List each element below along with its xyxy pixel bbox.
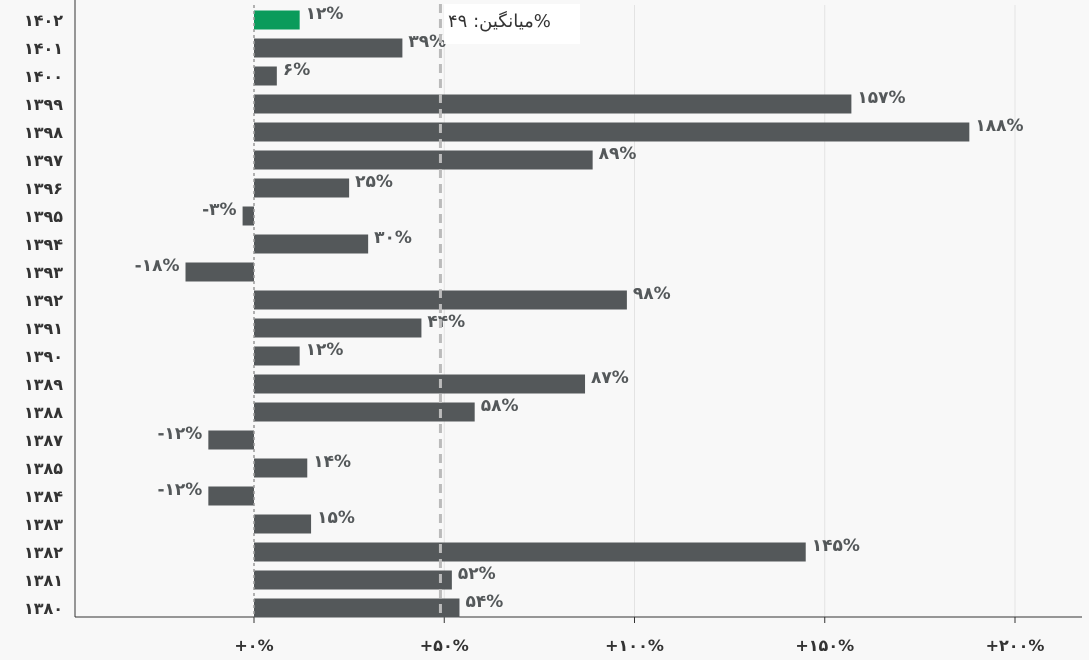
bar-19 (254, 542, 806, 562)
bar-6 (254, 178, 350, 198)
data-label: ۵۴% (465, 592, 503, 612)
data-label: ۲۵% (355, 172, 393, 192)
category-label: ۱۳۹۸ (24, 123, 63, 142)
data-label: ۵۲% (458, 564, 496, 584)
category-label: ۱۳۹۱ (24, 319, 63, 338)
data-label: ۱۵۷% (857, 88, 905, 108)
x-tick-label: +۱۵۰% (795, 636, 854, 655)
bar-2 (254, 66, 277, 86)
bar-16 (254, 458, 308, 478)
bar-8 (254, 234, 369, 254)
data-label: ۱۲% (306, 4, 344, 24)
data-label: ۹۸% (633, 284, 671, 304)
bar-3 (254, 94, 852, 114)
category-label: ۱۳۹۳ (24, 263, 63, 282)
data-label: -۱۲% (157, 424, 202, 444)
data-label: -۳% (202, 200, 236, 220)
data-label: ۶% (283, 60, 310, 80)
bar-21 (254, 598, 460, 618)
category-label: ۱۳۹۰ (24, 347, 63, 366)
data-label: ۱۲% (306, 340, 344, 360)
bar-4 (254, 122, 970, 142)
category-label: ۱۳۸۱ (24, 571, 63, 590)
bar-17 (208, 486, 254, 506)
category-label: ۱۳۹۷ (24, 151, 63, 170)
category-label: ۱۳۹۴ (24, 235, 63, 254)
x-tick-label: +۵۰% (420, 636, 469, 655)
bar-0 (254, 10, 300, 30)
category-label: ۱۳۸۸ (24, 403, 63, 422)
category-label: ۱۳۹۲ (24, 291, 63, 310)
category-label: ۱۳۹۵ (24, 207, 63, 226)
bar-1 (254, 38, 403, 58)
data-label: -۱۲% (157, 480, 202, 500)
average-label: میانگین: ۴۹% (448, 10, 551, 32)
bar-20 (254, 570, 452, 590)
bar-5 (254, 150, 593, 170)
x-tick-label: +۱۰۰% (605, 636, 664, 655)
category-label: ۱۳۸۹ (24, 375, 63, 394)
bar-7 (242, 206, 254, 226)
category-label: ۱۳۸۷ (24, 431, 63, 450)
data-label: ۸۷% (591, 368, 629, 388)
data-label: ۱۴۵% (812, 536, 860, 556)
data-label: ۸۹% (599, 144, 637, 164)
category-label: ۱۳۹۹ (24, 95, 63, 114)
category-label: ۱۳۸۰ (24, 599, 63, 618)
category-label: ۱۳۸۳ (24, 515, 63, 534)
x-tick-label: +۰% (234, 636, 273, 655)
category-label: ۱۴۰۲ (24, 11, 63, 30)
data-label: ۵۸% (481, 396, 519, 416)
category-label: ۱۴۰۱ (24, 39, 63, 58)
bar-11 (254, 318, 422, 338)
category-label: ۱۴۰۰ (24, 67, 63, 86)
bar-12 (254, 346, 300, 366)
bar-15 (208, 430, 254, 450)
x-tick-label: +۲۰۰% (986, 636, 1045, 655)
data-label: ۱۵% (317, 508, 355, 528)
category-label: ۱۳۸۲ (24, 543, 63, 562)
data-label: ۱۸۸% (975, 116, 1023, 136)
bar-14 (254, 402, 475, 422)
bar-9 (185, 262, 254, 282)
data-label: -۱۸% (135, 256, 180, 276)
average-label-box (444, 4, 580, 44)
data-label: ۳۹% (408, 32, 446, 52)
data-label: ۱۴% (313, 452, 351, 472)
bar-13 (254, 374, 586, 394)
category-label: ۱۳۸۴ (24, 487, 63, 506)
data-label: ۴۴% (427, 312, 465, 332)
category-label: ۱۳۸۵ (24, 459, 63, 478)
category-label: ۱۳۹۶ (24, 179, 63, 198)
bar-10 (254, 290, 627, 310)
bar-18 (254, 514, 312, 534)
data-label: ۳۰% (374, 228, 412, 248)
